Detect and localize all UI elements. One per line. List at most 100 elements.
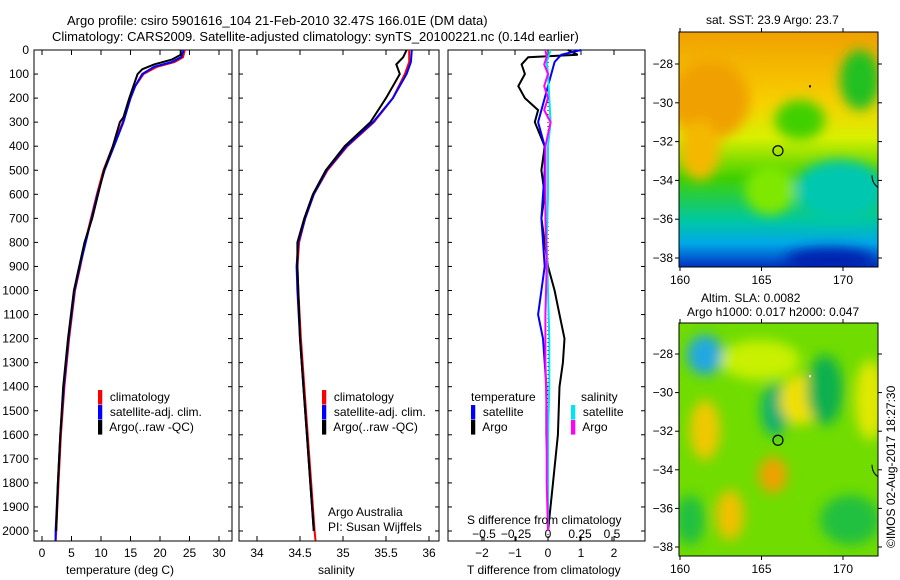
- depth-tick-label: 1100: [3, 308, 29, 322]
- legend-title-salinity: salinity: [581, 390, 618, 404]
- imos-credit: ©IMOS 02-Aug-2017 18:27:30: [884, 385, 898, 548]
- depth-tick-label: 500: [9, 163, 29, 177]
- series-satellite-adj-clim-: [295, 49, 413, 532]
- map-lat-label: −38: [653, 540, 674, 554]
- sla-map-title-1: Altim. SLA: 0.0082: [701, 291, 801, 305]
- map-lat-label: −34: [653, 463, 674, 477]
- x-tick-label: −2: [475, 546, 489, 560]
- x-tick-label: 0: [39, 546, 46, 560]
- temperature-legend: ▌ climatology ▌ satellite-adj. clim. ▌ A…: [98, 390, 202, 434]
- sla-map-field: [679, 323, 878, 556]
- legend-argo: Argo(..raw -QC): [333, 420, 418, 434]
- map-lat-label: −34: [653, 173, 674, 187]
- depth-tick-label: 700: [9, 211, 29, 225]
- depth-tick-label: 1900: [2, 500, 29, 514]
- title-line-1: Argo profile: csiro 5901616_104 21-Feb-2…: [67, 13, 488, 28]
- annotation-line-1: Argo Australia: [328, 505, 403, 519]
- diff-legend-temperature: temperature ▌ satellite ▌ Argo: [471, 390, 536, 434]
- series-temperature-satellite: [537, 49, 582, 531]
- map-lon-label: 165: [751, 562, 771, 576]
- map-lon-label: 165: [751, 273, 771, 287]
- x-tick-label: 15: [124, 546, 138, 560]
- s-tick-label: 0.5: [604, 527, 621, 541]
- map-lat-label: −36: [653, 212, 674, 226]
- panel-frame-2: [447, 49, 646, 542]
- x-tick-label: 30: [212, 546, 226, 560]
- legend-title-temperature: temperature: [471, 390, 536, 404]
- series-climatology: [296, 50, 411, 541]
- depth-tick-label: 600: [9, 187, 29, 201]
- salinity-annotation: Argo Australia PI: Susan Wijffels: [328, 505, 422, 535]
- coastline-icon: [871, 175, 879, 188]
- depth-tick-label: 1800: [2, 476, 29, 490]
- x-tick-label: 2: [611, 546, 618, 560]
- x-tick-label: 25: [183, 546, 197, 560]
- sla-map-title-2: Argo h1000: 0.017 h2000: 0.047: [687, 305, 860, 319]
- map-lat-label: −32: [653, 135, 674, 149]
- depth-tick-label: 400: [9, 139, 29, 153]
- sst-map-title: sat. SST: 23.9 Argo: 23.7: [706, 13, 839, 27]
- panel-frame-0: [33, 49, 233, 542]
- x-tick-label: 35: [336, 546, 350, 560]
- depth-tick-label: 2000: [2, 524, 29, 538]
- depth-tick-label: 900: [9, 259, 29, 273]
- legend-climatology: climatology: [333, 390, 394, 404]
- depth-tick-label: 1500: [2, 404, 29, 418]
- depth-tick-label: 1200: [2, 332, 29, 346]
- s-diff-xlabel: S difference from climatology: [467, 513, 622, 527]
- x-tick-label: 36: [422, 546, 436, 560]
- x-tick-label: 20: [153, 546, 167, 560]
- x-tick-label: 34.5: [288, 546, 312, 560]
- map-frame-1: [678, 322, 879, 557]
- series-salinity-argo: [543, 49, 552, 532]
- map-lat-label: −36: [653, 501, 674, 515]
- map-lat-label: −32: [653, 424, 674, 438]
- depth-tick-label: 1000: [2, 284, 29, 298]
- map-lon-label: 160: [670, 562, 690, 576]
- depth-tick-label: 1400: [2, 380, 29, 394]
- sst-map-field: [679, 32, 878, 267]
- depth-tick-label: 0: [22, 43, 29, 57]
- x-tick-label: 35.5: [374, 546, 398, 560]
- map-lat-label: −28: [653, 57, 674, 71]
- panel-frame-1: [238, 49, 440, 542]
- map-lat-label: −30: [653, 96, 674, 110]
- x-tick-label: −1: [508, 546, 522, 560]
- island-marker: [809, 85, 811, 88]
- legend-s-satellite: satellite: [582, 405, 624, 419]
- annotation-line-2: PI: Susan Wijffels: [328, 520, 422, 534]
- legend-t-satellite: satellite: [482, 405, 524, 419]
- depth-tick-label: 300: [9, 115, 29, 129]
- depth-tick-label: 100: [9, 67, 29, 81]
- t-diff-xlabel: T difference from climatology: [467, 563, 621, 577]
- salinity-xlabel: salinity: [318, 563, 355, 577]
- map-lat-label: −28: [653, 347, 674, 361]
- temperature-xlabel: temperature (deg C): [66, 563, 175, 577]
- map-lon-label: 170: [833, 273, 853, 287]
- argo-position-marker: [772, 434, 784, 446]
- island-marker: [809, 375, 811, 378]
- map-lat-label: −30: [653, 386, 674, 400]
- x-tick-label: 0: [545, 546, 552, 560]
- coastline-icon: [871, 464, 879, 478]
- series-argo-raw-qc-: [296, 49, 408, 532]
- diff-legend-salinity: salinity ▌ satellite ▌ Argo: [571, 390, 624, 434]
- legend-t-argo: Argo: [482, 420, 508, 434]
- x-tick-label: 34: [250, 546, 264, 560]
- legend-s-argo: Argo: [582, 420, 608, 434]
- legend-climatology: climatology: [109, 390, 170, 404]
- legend-satellite: satellite-adj. clim.: [333, 405, 426, 419]
- depth-tick-label: 800: [9, 235, 29, 249]
- argo-position-marker: [772, 145, 784, 157]
- depth-tick-label: 1600: [2, 428, 29, 442]
- depth-tick-label: 1300: [2, 356, 29, 370]
- s-tick-label: 0.25: [568, 527, 592, 541]
- s-tick-label: −0.5: [472, 527, 496, 541]
- legend-satellite: satellite-adj. clim.: [109, 405, 202, 419]
- depth-tick-label: 1700: [2, 452, 29, 466]
- title-line-2: Climatology: CARS2009. Satellite-adjuste…: [52, 29, 579, 44]
- map-lat-label: −38: [653, 251, 674, 265]
- map-lon-label: 160: [670, 273, 690, 287]
